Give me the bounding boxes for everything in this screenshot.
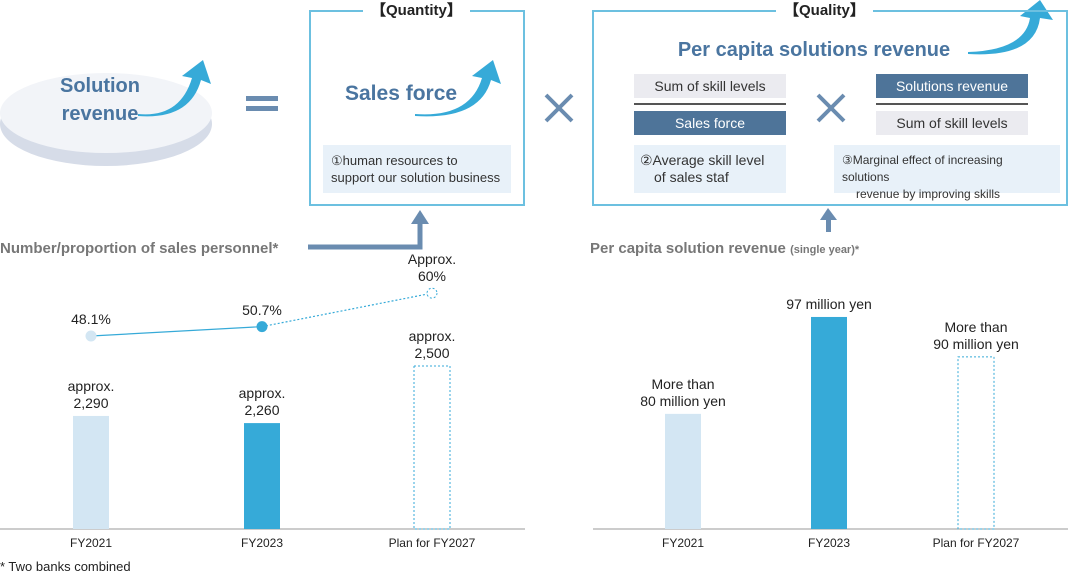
multiply-icon — [544, 93, 574, 123]
plan-bar — [413, 365, 451, 530]
frac1-numerator: Sum of skill levels — [634, 74, 786, 98]
solution-revenue-label: Solution revenue — [60, 75, 140, 125]
bar-value-label: approx. 2,260 — [238, 385, 286, 419]
quantity-legend: 【Quantity】 — [363, 2, 470, 20]
bar — [811, 316, 847, 529]
quantity-note: ①human resources to support our solution… — [323, 145, 511, 193]
line-point — [85, 330, 97, 342]
bar-value-label: approx. 2,500 — [408, 327, 456, 361]
up-arrow-icon — [138, 60, 211, 117]
bar-value-label: approx. 2,290 — [67, 377, 115, 411]
per-capita-title: Per capita solutions revenue — [677, 39, 951, 61]
quality-box: 【Quality】 Per capita solutions revenue S… — [592, 2, 1068, 206]
quality-note-2: ②Average skill level of sales staf — [634, 145, 786, 193]
line-segment — [90, 326, 263, 337]
x-tick-label: Plan for FY2027 — [932, 536, 1020, 550]
bar — [244, 423, 280, 529]
x-tick-label: FY2021 — [661, 536, 705, 550]
footnote: * Two banks combined — [0, 559, 131, 574]
frac1-denominator: Sales force — [634, 111, 786, 135]
line-point — [256, 321, 268, 333]
line-value-label: 50.7% — [242, 301, 282, 318]
chart2-title: Per capita solution revenue (single year… — [590, 240, 860, 257]
up-arrow-icon — [968, 0, 1053, 55]
bar-value-label: 97 million yen — [786, 295, 872, 312]
bar — [665, 413, 701, 529]
quality-legend: 【Quality】 — [776, 2, 873, 20]
x-tick-label: FY2023 — [807, 536, 851, 550]
up-arrow-icon — [415, 60, 501, 117]
multiply-icon — [816, 93, 846, 123]
bar-value-label: More than 90 million yen — [933, 318, 1019, 352]
bar-value-label: More than 80 million yen — [640, 375, 726, 409]
x-tick-label: FY2021 — [69, 536, 113, 550]
line-point-plan — [426, 287, 438, 299]
line-value-label: Approx. 60% — [407, 251, 457, 285]
frac2-denominator: Sum of skill levels — [876, 111, 1028, 135]
x-tick-label: Plan for FY2027 — [388, 536, 476, 550]
frac2-numerator: Solutions revenue — [876, 74, 1028, 98]
line-segment-plan — [261, 292, 433, 328]
line-value-label: 48.1% — [71, 311, 111, 327]
chart1-title: Number/proportion of sales personnel* — [0, 240, 279, 257]
sales-force-title: Sales force — [345, 82, 458, 105]
bar — [73, 415, 109, 529]
quality-note-3: ③Marginal effect of increasing solutions… — [834, 145, 1060, 201]
x-tick-label: FY2023 — [240, 536, 284, 550]
quantity-box: 【Quantity】 Sales force ①human resources … — [309, 2, 525, 206]
plan-bar — [957, 356, 995, 530]
